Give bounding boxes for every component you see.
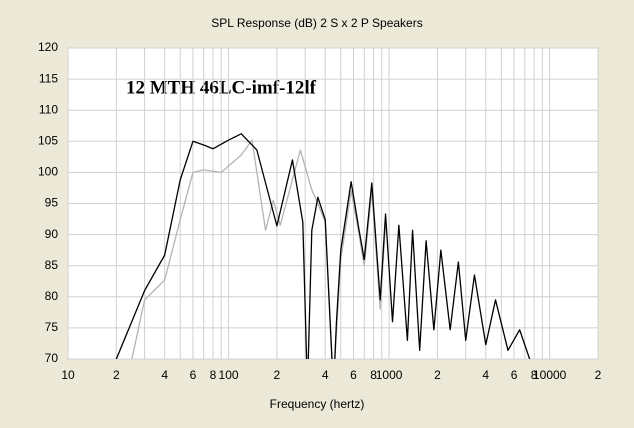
y-tick-label: 75 bbox=[45, 320, 59, 334]
y-tick-label: 110 bbox=[39, 102, 58, 116]
x-tick-label: 100 bbox=[219, 368, 239, 382]
x-tick-label: 2 bbox=[434, 368, 441, 382]
x-tick-label: 6 bbox=[511, 368, 518, 382]
y-tick-label: 95 bbox=[45, 196, 59, 210]
y-tick-label: 70 bbox=[45, 351, 59, 365]
y-tick-label: 80 bbox=[45, 289, 59, 303]
x-tick-label: 2 bbox=[595, 368, 602, 382]
x-tick-label: 6 bbox=[350, 368, 357, 382]
y-tick-label: 120 bbox=[38, 40, 58, 54]
x-tick-label: 6 bbox=[190, 368, 197, 382]
x-tick-label: 8 bbox=[531, 368, 538, 382]
x-tick-label: 8 bbox=[370, 368, 377, 382]
x-tick-label: 2 bbox=[113, 368, 120, 382]
y-tick-label: 100 bbox=[38, 165, 58, 179]
chart-title: SPL Response (dB) 2 S x 2 P Speakers bbox=[211, 16, 422, 30]
x-tick-label: 4 bbox=[482, 368, 489, 382]
x-tick-label: 10000 bbox=[533, 368, 567, 382]
x-tick-label: 4 bbox=[322, 368, 329, 382]
x-tick-label: 2 bbox=[274, 368, 281, 382]
x-tick-label: 4 bbox=[161, 368, 168, 382]
x-tick-label: 8 bbox=[210, 368, 217, 382]
y-tick-label: 115 bbox=[39, 71, 58, 85]
y-tick-label: 85 bbox=[45, 258, 59, 272]
x-tick-label: 1000 bbox=[376, 368, 403, 382]
x-axis-label: Frequency (hertz) bbox=[270, 397, 365, 411]
x-tick-label: 10 bbox=[61, 368, 75, 382]
lines bbox=[115, 133, 531, 359]
series-line bbox=[115, 133, 531, 359]
y-tick-label: 90 bbox=[45, 227, 59, 241]
series-line bbox=[131, 139, 387, 359]
y-tick-label: 105 bbox=[38, 133, 58, 147]
